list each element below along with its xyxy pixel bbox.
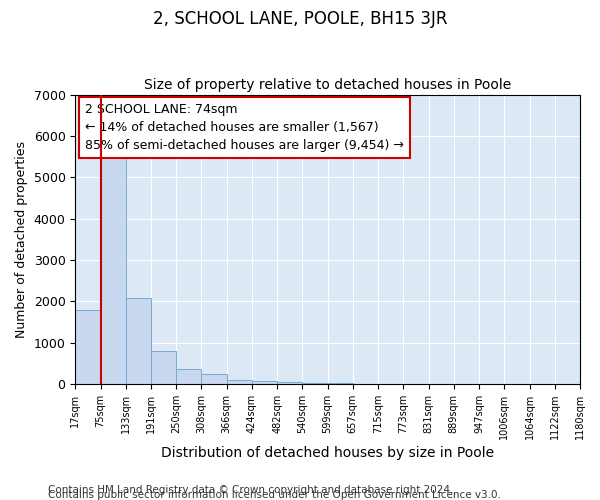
Text: Contains HM Land Registry data © Crown copyright and database right 2024.: Contains HM Land Registry data © Crown c… <box>48 485 454 495</box>
Bar <box>176 368 202 384</box>
Bar <box>126 298 151 384</box>
Bar <box>328 383 353 384</box>
Bar <box>302 382 328 384</box>
Bar <box>252 381 277 384</box>
Text: Contains public sector information licensed under the Open Government Licence v3: Contains public sector information licen… <box>48 490 501 500</box>
Bar <box>75 310 101 384</box>
Text: 2, SCHOOL LANE, POOLE, BH15 3JR: 2, SCHOOL LANE, POOLE, BH15 3JR <box>153 10 447 28</box>
X-axis label: Distribution of detached houses by size in Poole: Distribution of detached houses by size … <box>161 446 494 460</box>
Bar <box>101 145 126 384</box>
Bar <box>277 382 302 384</box>
Text: 2 SCHOOL LANE: 74sqm
← 14% of detached houses are smaller (1,567)
85% of semi-de: 2 SCHOOL LANE: 74sqm ← 14% of detached h… <box>85 103 404 152</box>
Bar <box>227 380 252 384</box>
Bar <box>202 374 227 384</box>
Bar <box>151 351 176 384</box>
Title: Size of property relative to detached houses in Poole: Size of property relative to detached ho… <box>144 78 511 92</box>
Y-axis label: Number of detached properties: Number of detached properties <box>15 140 28 338</box>
